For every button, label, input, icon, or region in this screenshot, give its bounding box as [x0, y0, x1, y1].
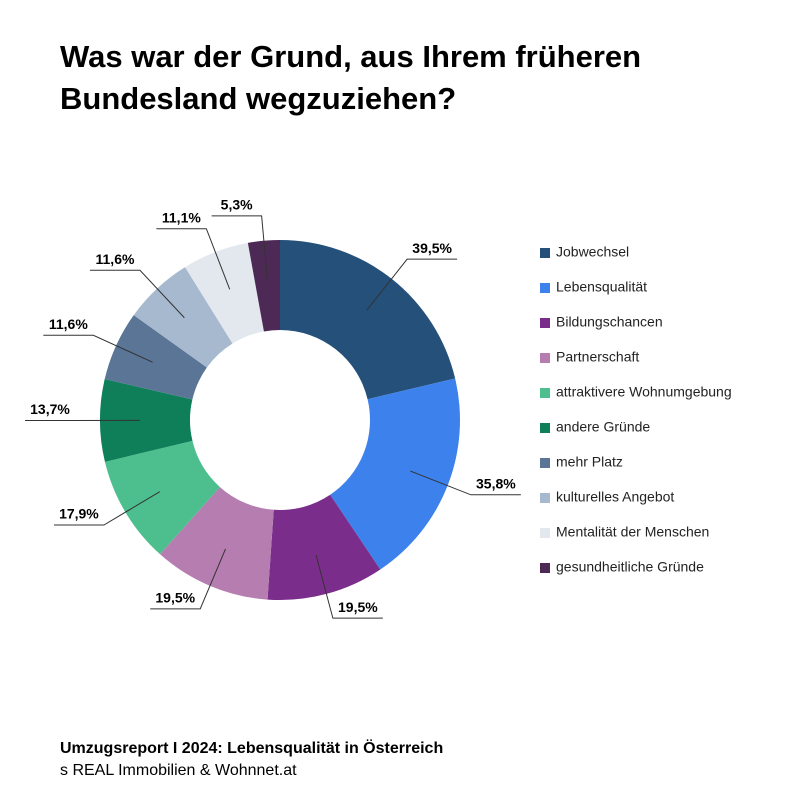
legend-label: andere Gründe [556, 419, 650, 435]
donut-slice [330, 378, 460, 570]
legend-label: gesundheitliche Gründe [556, 559, 704, 575]
donut-slice [133, 267, 233, 368]
donut-slice [185, 242, 264, 344]
value-label: 19,5% [155, 590, 195, 606]
value-label: 19,5% [338, 599, 378, 615]
leader-line [366, 258, 458, 311]
donut-slice [104, 315, 207, 400]
donut-slice [247, 240, 280, 332]
leader-line [53, 491, 161, 526]
legend-swatch [540, 388, 550, 398]
legend-swatch [540, 423, 550, 433]
legend-swatch [540, 563, 550, 573]
leader-line [89, 269, 185, 319]
legend-label: Bildungschancen [556, 314, 663, 330]
legend-swatch [540, 493, 550, 503]
leader-line [156, 228, 231, 290]
legend-label: Partnerschaft [556, 349, 639, 365]
legend-label: Lebensqualität [556, 279, 647, 295]
legend-swatch [540, 248, 550, 258]
legend-swatch [540, 283, 550, 293]
legend-swatch [540, 458, 550, 468]
donut-slice [159, 487, 274, 600]
value-label: 5,3% [221, 197, 253, 213]
value-label: 39,5% [412, 240, 452, 256]
leader-line [43, 334, 153, 363]
legend-label: Mentalität der Menschen [556, 524, 709, 540]
legend-swatch [540, 318, 550, 328]
legend-swatch [540, 528, 550, 538]
legend-label: attraktivere Wohnumgebung [556, 384, 732, 400]
legend-label: kulturelles Angebot [556, 489, 674, 505]
legend-label: mehr Platz [556, 454, 623, 470]
value-label: 11,1% [162, 209, 201, 225]
footer-source: s REAL Immobilien & Wohnnet.at [60, 762, 297, 779]
footer-title: Umzugsreport I 2024: Lebensqualität in Ö… [60, 740, 444, 757]
leader-line [315, 555, 383, 619]
leader-line [410, 470, 521, 496]
value-label: 35,8% [476, 475, 516, 491]
donut-slice [99, 379, 193, 462]
donut-slice [280, 240, 456, 400]
value-label: 11,6% [96, 251, 135, 267]
value-label: 13,7% [30, 401, 70, 417]
leader-line [211, 215, 268, 281]
legend-swatch [540, 353, 550, 363]
donut-slice [104, 440, 220, 555]
leader-line [150, 548, 226, 610]
chart-title: Was war der Grund, aus Ihrem früheren Bu… [60, 39, 642, 116]
value-label: 11,6% [49, 316, 88, 332]
value-label: 17,9% [59, 506, 99, 522]
legend-label: Jobwechsel [556, 244, 629, 260]
donut-slice [267, 494, 381, 600]
